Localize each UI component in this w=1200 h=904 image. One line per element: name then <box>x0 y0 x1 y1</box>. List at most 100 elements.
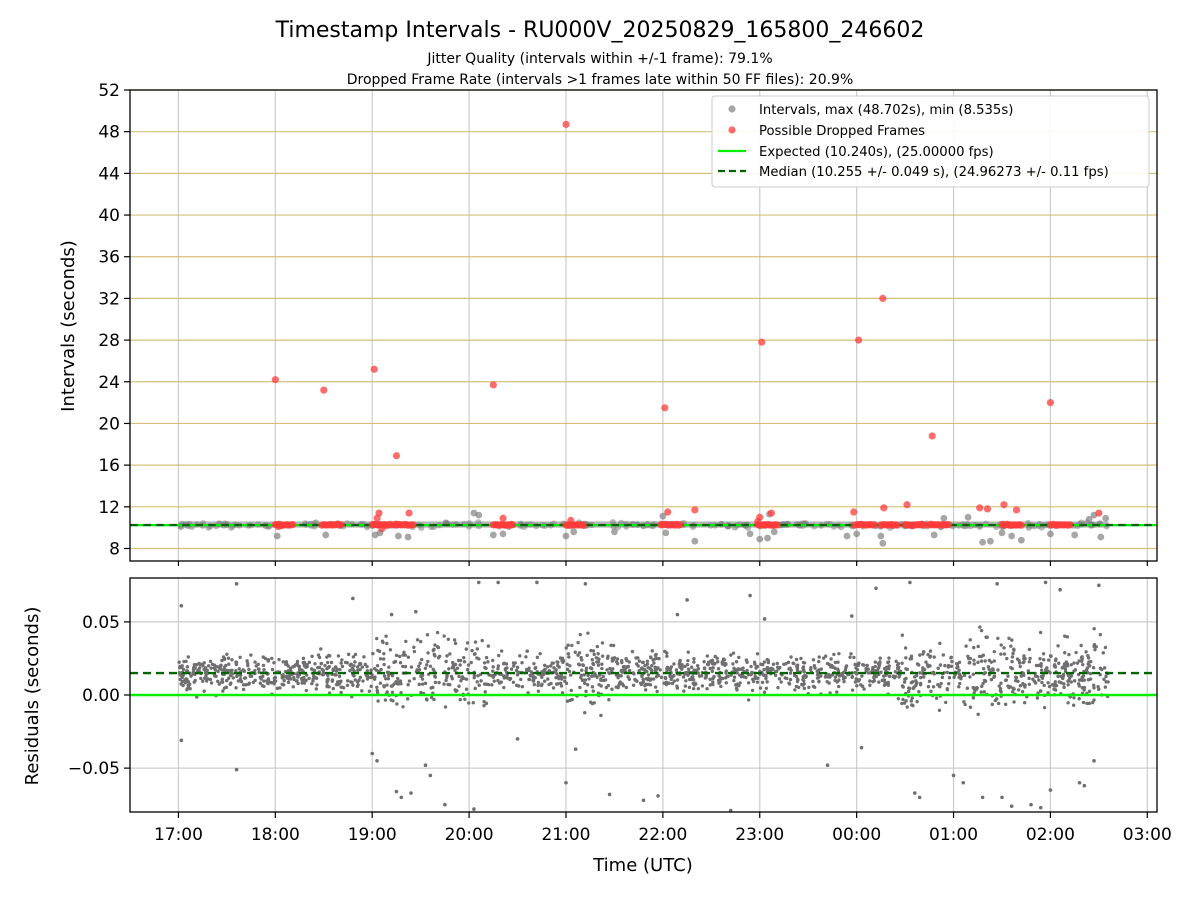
residual-point <box>323 664 326 667</box>
residual-point <box>929 690 932 693</box>
interval-point <box>1097 534 1104 541</box>
residual-point <box>371 652 374 655</box>
residual-point <box>883 681 886 684</box>
residual-point <box>1097 688 1100 691</box>
residual-point <box>1004 679 1007 682</box>
x-axis-label: Time (UTC) <box>592 855 693 876</box>
residual-point <box>611 657 614 660</box>
dropped-frame-point <box>371 366 378 373</box>
interval-point <box>1047 531 1054 538</box>
residual-point <box>570 698 573 701</box>
residual-point <box>424 667 427 670</box>
residual-point <box>1028 657 1031 660</box>
residual-point <box>615 660 618 663</box>
residual-point <box>901 634 904 637</box>
residual-point <box>221 689 224 692</box>
residual-point <box>696 664 699 667</box>
residual-point <box>282 660 285 663</box>
residual-point <box>818 655 821 658</box>
residual-point <box>537 690 540 693</box>
residual-point <box>952 774 956 778</box>
residual-point <box>524 655 527 658</box>
residual-point <box>977 645 980 648</box>
residual-point <box>351 684 354 687</box>
residual-point <box>552 661 555 664</box>
residual-point <box>591 685 594 688</box>
residual-point <box>745 658 748 661</box>
residual-point <box>901 698 904 701</box>
residual-point <box>725 681 728 684</box>
residual-point <box>1072 703 1075 706</box>
residual-point <box>476 647 479 650</box>
residual-point <box>485 656 488 659</box>
residual-point <box>632 672 635 675</box>
dropped-frame-point <box>661 404 668 411</box>
residual-point <box>607 698 610 701</box>
residual-point <box>1078 781 1082 785</box>
residual-point <box>902 685 905 688</box>
residual-point <box>776 686 779 689</box>
dropped-frame-point <box>664 508 671 515</box>
residual-point <box>534 666 537 669</box>
residual-point <box>772 663 775 666</box>
residual-point <box>225 679 228 682</box>
residual-point <box>362 655 365 658</box>
residual-point <box>262 679 265 682</box>
residual-point <box>837 685 840 688</box>
residual-point <box>262 664 265 667</box>
residual-point <box>973 689 976 692</box>
residual-point <box>607 684 610 687</box>
residual-point <box>712 666 715 669</box>
residual-point <box>812 658 815 661</box>
residual-point <box>421 682 424 685</box>
residual-point <box>202 661 205 664</box>
residual-point <box>877 680 880 683</box>
residual-point <box>910 681 913 684</box>
residual-point <box>759 686 762 689</box>
residual-point <box>928 664 931 667</box>
residual-point <box>653 657 656 660</box>
residual-point <box>425 697 428 700</box>
residual-point <box>1041 674 1044 677</box>
residual-point <box>735 660 738 663</box>
residual-point <box>265 679 268 682</box>
residual-point <box>474 640 477 643</box>
residual-point <box>466 641 469 644</box>
residual-point <box>386 671 389 674</box>
residual-point <box>310 682 313 685</box>
residual-point <box>831 665 834 668</box>
residual-point <box>412 677 415 680</box>
residual-point <box>220 659 223 662</box>
residual-point <box>796 667 799 670</box>
residual-point <box>978 625 981 628</box>
residual-point <box>1099 633 1102 636</box>
residual-point <box>489 674 492 677</box>
residual-point <box>966 655 969 658</box>
residual-point <box>762 668 765 671</box>
intervals-y-tick-label: 16 <box>98 456 120 476</box>
residual-point <box>850 614 854 618</box>
residual-point <box>919 682 922 685</box>
residual-point <box>860 674 863 677</box>
residual-point <box>964 644 967 647</box>
residual-point <box>708 678 711 681</box>
residual-point <box>1086 666 1089 669</box>
residual-point <box>338 680 341 683</box>
interval-point <box>747 531 754 538</box>
residual-point <box>1017 688 1020 691</box>
dropped-frame-point <box>338 521 345 528</box>
residual-point <box>874 586 878 590</box>
residual-point <box>655 675 658 678</box>
residual-point <box>479 679 482 682</box>
residual-point <box>527 678 530 681</box>
residual-point <box>754 666 757 669</box>
residual-point <box>976 661 979 664</box>
residual-point <box>605 668 608 671</box>
residual-point <box>887 656 890 659</box>
residual-point <box>946 688 949 691</box>
residual-point <box>287 681 290 684</box>
residual-point <box>578 651 581 654</box>
residual-point <box>990 678 993 681</box>
